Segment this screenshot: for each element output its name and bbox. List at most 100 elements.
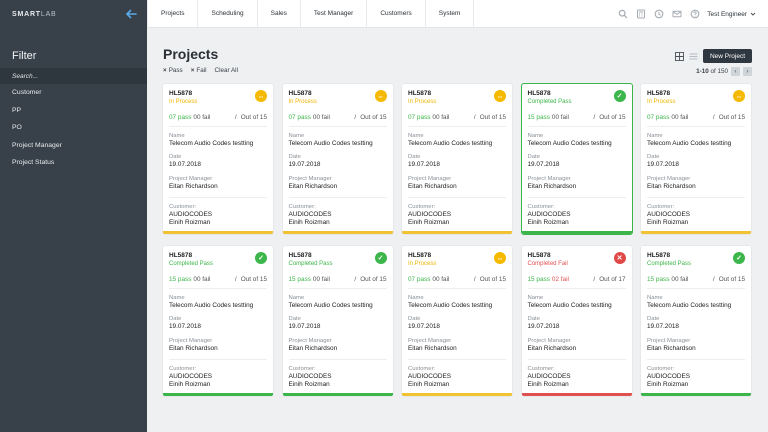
project-status: In Process — [288, 99, 317, 105]
customer-label: Customer: — [169, 365, 197, 372]
project-card[interactable]: HL5878 In Process ••• 07 pass 00 fail / … — [402, 84, 512, 234]
new-project-button[interactable]: New Project — [703, 49, 752, 63]
project-status: In Process — [647, 99, 676, 105]
search-icon[interactable] — [618, 9, 628, 19]
test-counts: 15 pass 00 fail / Out of 15 — [647, 276, 745, 289]
fail-count: 00 — [193, 114, 201, 121]
project-card[interactable]: HL5878 Completed Pass ✓ 15 pass 00 fail … — [520, 83, 633, 235]
customer-label: Customer: — [408, 203, 436, 210]
name-label: Name — [408, 295, 424, 301]
project-card[interactable]: HL5878 In Process ••• 07 pass 00 fail / … — [641, 84, 751, 234]
more-icon: ••• — [374, 90, 387, 102]
project-card[interactable]: HL5878 Completed Pass ✓ 15 pass 00 fail … — [163, 246, 273, 396]
customer-contact: Einih Roizman — [647, 381, 689, 389]
tab-test-manager[interactable]: Test Manager — [301, 0, 368, 27]
tab-system[interactable]: System — [426, 0, 475, 27]
help-icon[interactable] — [690, 9, 700, 19]
customer-name: AUDIOCODES — [408, 372, 451, 380]
list-view-icon[interactable] — [689, 52, 698, 61]
close-icon[interactable]: × — [163, 67, 167, 74]
customer-label: Customer: — [527, 365, 555, 372]
filter-item-pp[interactable]: PP — [12, 106, 22, 114]
fail-label: fail — [441, 114, 450, 121]
project-status: Completed Pass — [527, 99, 572, 105]
filter-item-po[interactable]: PO — [12, 124, 22, 132]
history-icon[interactable] — [654, 9, 664, 19]
name-label: Name — [527, 133, 544, 139]
manager-label: Project Manager — [527, 175, 571, 182]
pass-label: pass — [297, 114, 311, 121]
grid-view-icon[interactable] — [675, 52, 684, 61]
tab-customers[interactable]: Customers — [367, 0, 426, 27]
name-label: Name — [647, 133, 663, 139]
customer-name: AUDIOCODES — [408, 210, 451, 218]
project-card[interactable]: HL5878 Completed Fail ✕ 15 pass 02 fail … — [521, 246, 632, 396]
pass-label: pass — [297, 276, 311, 283]
date-label: Date — [169, 316, 182, 323]
project-status: Completed Pass — [647, 261, 692, 267]
tab-sales[interactable]: Sales — [258, 0, 301, 27]
filter-item-project-manager[interactable]: Project Manager — [12, 141, 62, 149]
view-toggle — [675, 52, 698, 61]
prev-page-button[interactable]: ‹ — [731, 67, 740, 76]
more-icon: ••• — [255, 90, 267, 102]
user-menu[interactable]: Test Engineer — [707, 0, 756, 28]
project-id: HL5878 — [408, 252, 432, 259]
project-name: Telecom Audio Codes testting — [288, 140, 373, 147]
divider — [647, 196, 745, 198]
project-name: Telecom Audio Codes testting — [647, 302, 732, 309]
manager-label: Project Manager — [647, 175, 691, 182]
pass-label: pass — [536, 276, 550, 283]
out-of-label: Out of — [240, 276, 259, 283]
calculator-icon[interactable] — [636, 9, 646, 19]
next-page-button[interactable]: › — [743, 67, 752, 76]
pass-count: 15 — [169, 276, 177, 283]
pass-count: 07 — [408, 114, 416, 121]
filter-chip-pass[interactable]: × Pass — [163, 67, 183, 74]
clear-all-link[interactable]: Clear All — [214, 67, 238, 74]
tab-scheduling[interactable]: Scheduling — [198, 0, 258, 27]
project-card[interactable]: HL5878 In Process ••• 07 pass 00 fail / … — [282, 84, 393, 234]
date-label: Date — [288, 154, 301, 161]
project-name: Telecom Audio Codes testting — [169, 140, 254, 147]
test-counts: 15 pass 00 fail / Out of 15 — [288, 276, 387, 289]
test-counts: 07 pass 00 fail / Out of 15 — [647, 114, 745, 127]
error-icon: ✕ — [613, 252, 626, 264]
close-icon[interactable]: × — [190, 67, 195, 74]
divider — [169, 358, 267, 360]
customer-label: Customer: — [408, 365, 436, 372]
customer-name: AUDIOCODES — [647, 210, 690, 218]
mail-icon[interactable] — [672, 9, 682, 19]
check-icon: ✓ — [255, 252, 267, 264]
filter-chip-fail[interactable]: × Fail — [191, 67, 207, 74]
divider — [288, 358, 387, 360]
fail-count: 00 — [671, 276, 679, 283]
customer-contact: Einih Roizman — [408, 381, 450, 389]
filter-item-customer[interactable]: Customer — [12, 89, 42, 97]
test-counts: 15 pass 00 fail / Out of 15 — [169, 276, 267, 289]
project-card[interactable]: HL5878 Completed Pass ✓ 15 pass 00 fail … — [641, 246, 751, 396]
project-manager: Eitan Richardson — [527, 182, 577, 190]
project-date: 19.07.2018 — [647, 323, 679, 331]
project-card[interactable]: HL5878 In Process ••• 07 pass 00 fail / … — [402, 246, 512, 396]
back-arrow-icon[interactable] — [125, 9, 137, 19]
total-count: 15 — [737, 114, 745, 121]
more-icon: ••• — [733, 90, 745, 102]
fail-label: fail — [680, 276, 689, 283]
project-card[interactable]: HL5878 Completed Pass ✓ 15 pass 00 fail … — [282, 246, 393, 396]
test-counts: 07 pass 00 fail / Out of 15 — [169, 114, 267, 127]
project-card[interactable]: HL5878 In Process ••• 07 pass 00 fail / … — [163, 84, 273, 234]
separator: / — [354, 276, 357, 283]
project-manager: Eitan Richardson — [408, 344, 457, 352]
search-input[interactable]: Search... — [0, 68, 147, 84]
filter-item-project-status[interactable]: Project Status — [12, 159, 55, 167]
divider — [288, 196, 387, 198]
fail-count: 00 — [193, 276, 201, 283]
out-of-label: Out of — [599, 114, 617, 121]
tab-projects[interactable]: Projects — [147, 0, 199, 27]
pass-count: 07 — [169, 114, 177, 121]
customer-name: AUDIOCODES — [169, 210, 212, 218]
test-counts: 07 pass 00 fail / Out of 15 — [288, 114, 387, 127]
manager-label: Project Manager — [169, 175, 213, 182]
test-counts: 07 pass 00 fail / Out of 15 — [408, 276, 506, 289]
